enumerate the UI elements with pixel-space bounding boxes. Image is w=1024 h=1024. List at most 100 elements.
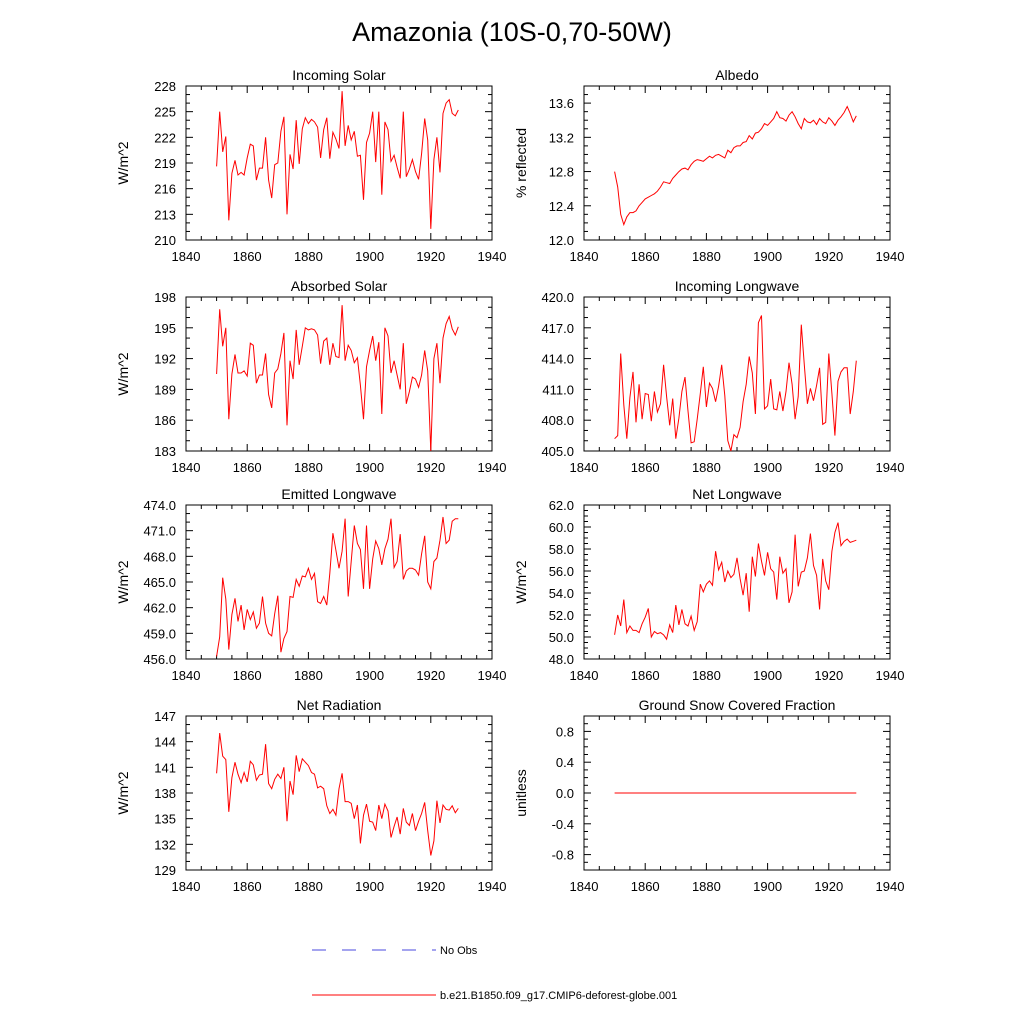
x-tick-label: 1880 — [692, 879, 721, 894]
panel-8: Ground Snow Covered Fraction 1840 1860 1880… — [513, 697, 904, 894]
x-tick-label: 1860 — [631, 668, 660, 683]
y-axis-label: W/m^2 — [513, 560, 529, 603]
x-tick-label: 1840 — [172, 668, 201, 683]
panel-3: Absorbed Solar 1840 1860 1880 1900 1920 1940 18… — [115, 278, 506, 475]
x-tick-label: 1840 — [570, 879, 599, 894]
y-tick-label: 54.0 — [549, 586, 574, 601]
panel-grid: Incoming Solar 1840 1860 1880 1900 1920 1940 21… — [115, 67, 904, 894]
x-tick-label: 1920 — [814, 879, 843, 894]
y-tick-label: 141 — [154, 760, 176, 775]
plot-frame — [185, 504, 493, 660]
panel-2: Albedo 1840 1860 1880 1900 1920 1940 12.0 12.4 12… — [513, 67, 904, 264]
panel-4: Incoming Longwave 1840 1860 1880 1900 1920 194… — [541, 278, 904, 475]
y-tick-label: 456.0 — [143, 652, 176, 667]
panel-title: Incoming Solar — [292, 67, 386, 83]
y-tick-label: 411.0 — [542, 382, 574, 397]
y-axis-label: W/m^2 — [115, 560, 131, 603]
series-line — [216, 305, 459, 452]
y-tick-label: 13.6 — [549, 96, 574, 111]
y-tick-label: 50.0 — [549, 630, 574, 645]
series-line — [216, 91, 459, 229]
y-tick-label: 62.0 — [549, 498, 574, 513]
figure-title: Amazonia (10S-0,70-50W) — [352, 17, 672, 47]
x-tick-label: 1940 — [876, 460, 905, 475]
x-tick-label: 1920 — [416, 249, 445, 264]
panel-title: Net Radiation — [297, 697, 382, 713]
x-tick-label: 1920 — [814, 249, 843, 264]
x-tick-label: 1880 — [294, 249, 323, 264]
x-tick-label: 1900 — [355, 879, 384, 894]
y-tick-label: 213 — [154, 207, 176, 222]
x-tick-label: 1900 — [355, 249, 384, 264]
panel-5: Emitted Longwave 1840 1860 1880 1900 1920 1940… — [115, 486, 506, 683]
x-tick-label: 1860 — [233, 668, 262, 683]
x-tick-label: 1940 — [876, 879, 905, 894]
x-tick-label: 1920 — [814, 668, 843, 683]
y-tick-label: 417.0 — [541, 321, 574, 336]
y-tick-label: 132 — [154, 837, 176, 852]
y-tick-label: 129 — [154, 863, 176, 878]
panel-6: Net Longwave 1840 1860 1880 1900 1920 1940 48.0… — [513, 486, 904, 683]
y-tick-label: 474.0 — [143, 498, 176, 513]
x-tick-label: 1900 — [355, 668, 384, 683]
x-tick-label: 1900 — [753, 668, 782, 683]
x-tick-label: 1880 — [294, 668, 323, 683]
panel-title: Net Longwave — [692, 486, 782, 502]
plot-frame — [583, 85, 891, 241]
x-tick-label: 1880 — [692, 249, 721, 264]
x-tick-label: 1840 — [570, 668, 599, 683]
y-tick-label: 414.0 — [541, 352, 574, 367]
y-tick-label: 144 — [154, 735, 176, 750]
series-line — [216, 516, 459, 657]
y-tick-label: 420.0 — [541, 290, 574, 305]
x-tick-label: 1840 — [172, 460, 201, 475]
panel-7: Net Radiation 1840 1860 1880 1900 1920 1940 129… — [115, 697, 506, 894]
x-tick-label: 1880 — [692, 460, 721, 475]
x-tick-label: 1860 — [631, 249, 660, 264]
x-tick-label: 1880 — [692, 668, 721, 683]
y-tick-label: 12.4 — [549, 199, 574, 214]
y-axis-label: % reflected — [513, 128, 529, 198]
y-tick-label: 0.4 — [556, 755, 574, 770]
y-tick-label: 56.0 — [549, 564, 574, 579]
y-tick-label: 468.0 — [143, 549, 176, 564]
x-tick-label: 1940 — [478, 879, 507, 894]
x-tick-label: 1840 — [570, 249, 599, 264]
x-tick-label: 1840 — [172, 879, 201, 894]
y-tick-label: 465.0 — [143, 575, 176, 590]
y-tick-label: 48.0 — [549, 652, 574, 667]
y-tick-label: 13.2 — [549, 130, 574, 145]
panel-title: Emitted Longwave — [281, 486, 396, 502]
y-tick-label: 228 — [154, 79, 176, 94]
x-tick-label: 1840 — [570, 460, 599, 475]
x-tick-label: 1940 — [478, 249, 507, 264]
panel-title: Albedo — [715, 67, 759, 83]
x-tick-label: 1860 — [233, 460, 262, 475]
plot-frame — [583, 504, 891, 660]
y-tick-label: 222 — [154, 130, 176, 145]
x-tick-label: 1900 — [753, 460, 782, 475]
y-tick-label: 183 — [154, 444, 176, 459]
x-tick-label: 1940 — [478, 460, 507, 475]
y-tick-label: 135 — [154, 812, 176, 827]
y-tick-label: 0.0 — [556, 786, 574, 801]
series-line — [614, 315, 857, 452]
y-tick-label: 225 — [154, 105, 176, 120]
plot-frame — [583, 296, 891, 452]
y-axis-label: unitless — [513, 769, 529, 816]
x-tick-label: 1860 — [233, 879, 262, 894]
legend-model-label: b.e21.B1850.f09_g17.CMIP6-deforest-globe… — [440, 990, 677, 1002]
y-tick-label: 462.0 — [143, 601, 176, 616]
y-tick-label: 459.0 — [143, 626, 176, 641]
legend: No Obs b.e21.B1850.f09_g17.CMIP6-defores… — [312, 945, 677, 1002]
y-tick-label: 0.8 — [556, 724, 574, 739]
y-tick-label: 147 — [154, 709, 176, 724]
y-tick-label: 219 — [154, 156, 176, 171]
panel-title: Incoming Longwave — [675, 278, 800, 294]
y-axis-label: W/m^2 — [115, 352, 131, 395]
y-tick-label: 471.0 — [143, 524, 176, 539]
x-tick-label: 1920 — [416, 879, 445, 894]
x-tick-label: 1940 — [876, 249, 905, 264]
x-tick-label: 1900 — [753, 879, 782, 894]
y-tick-label: 58.0 — [549, 542, 574, 557]
